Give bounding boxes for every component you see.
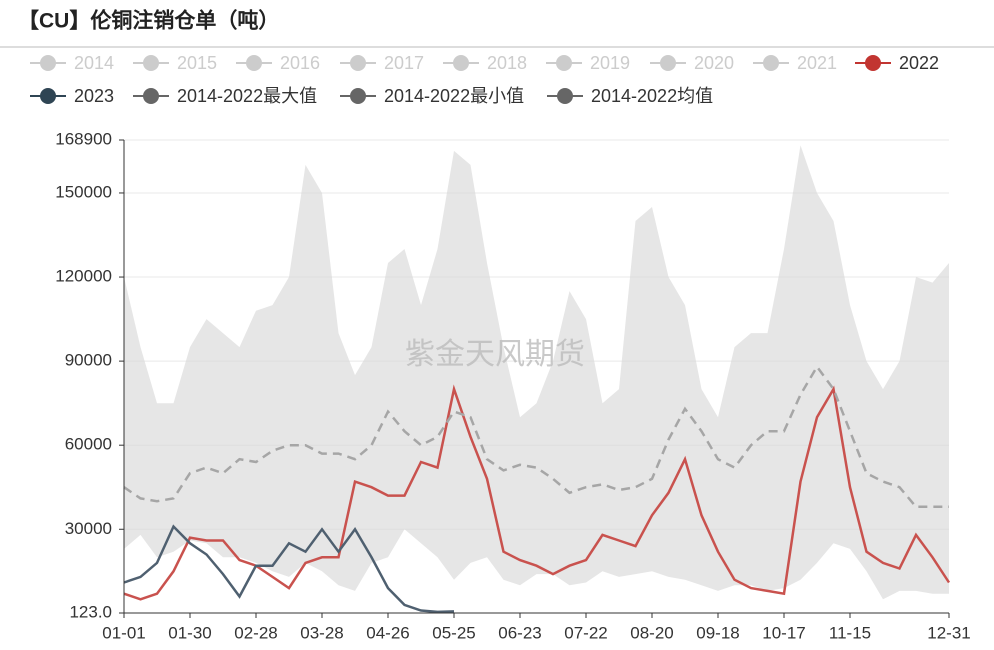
- legend-item[interactable]: 2018: [443, 53, 527, 73]
- legend-label: 2023: [74, 86, 114, 106]
- legend-item[interactable]: 2023: [30, 86, 114, 106]
- band-area: [124, 145, 949, 614]
- legend-marker: [865, 55, 881, 71]
- legend-item[interactable]: 2014-2022最大值: [133, 86, 317, 106]
- legend-item[interactable]: 2019: [546, 53, 630, 73]
- x-tick-label: 06-23: [498, 623, 541, 642]
- x-tick-label: 05-25: [432, 623, 475, 642]
- x-tick-label: 11-15: [829, 623, 871, 642]
- x-tick-label: 01-30: [168, 623, 211, 642]
- y-tick-label: 30000: [65, 519, 112, 538]
- legend-item[interactable]: 2020: [650, 53, 734, 73]
- legend-item[interactable]: 2014-2022最小值: [340, 86, 524, 106]
- y-tick-label: 123.0: [69, 602, 112, 621]
- x-tick-label: 04-26: [366, 623, 409, 642]
- legend-marker: [143, 88, 159, 104]
- series-line: [123, 524, 455, 614]
- legend-label: 2021: [797, 53, 837, 73]
- legend-label: 2017: [384, 53, 424, 73]
- legend-marker: [350, 55, 366, 71]
- legend-marker: [350, 88, 366, 104]
- legend-marker: [557, 88, 573, 104]
- legend-marker: [453, 55, 469, 71]
- x-tick-label: 01-01: [102, 623, 145, 642]
- mean-line: [123, 364, 949, 509]
- legend-item[interactable]: 2015: [133, 53, 217, 73]
- x-tick-label: 09-18: [696, 623, 739, 642]
- band-area: [124, 529, 949, 613]
- x-tick-label: 12-31: [927, 623, 970, 642]
- legend-item[interactable]: 2014: [30, 53, 114, 73]
- x-tick-label: 08-20: [630, 623, 673, 642]
- legend-item[interactable]: 2021: [753, 53, 837, 73]
- legend-label: 2015: [177, 53, 217, 73]
- legend-label: 2020: [694, 53, 734, 73]
- legend-marker: [143, 55, 159, 71]
- legend-label: 2016: [280, 53, 320, 73]
- legend-label: 2014-2022最大值: [177, 86, 317, 106]
- plot-area: [124, 145, 949, 614]
- legend-marker: [246, 55, 262, 71]
- legend-marker: [660, 55, 676, 71]
- legend-marker: [40, 88, 56, 104]
- chart-title: 【CU】伦铜注销仓单（吨）: [18, 9, 279, 33]
- legend-label: 2022: [899, 53, 939, 73]
- y-tick-label: 168900: [55, 129, 112, 148]
- x-tick-label: 07-22: [564, 623, 607, 642]
- legend-label: 2014-2022最小值: [384, 86, 524, 106]
- x-tick-label: 03-28: [300, 623, 343, 642]
- legend-marker: [40, 55, 56, 71]
- y-tick-label: 120000: [55, 267, 112, 286]
- legend-label: 2019: [590, 53, 630, 73]
- watermark: 紫金天风期货: [405, 338, 585, 371]
- series-line: [123, 384, 951, 601]
- legend-marker: [763, 55, 779, 71]
- legend-item[interactable]: 2016: [236, 53, 320, 73]
- legend-item[interactable]: 2017: [340, 53, 424, 73]
- legend-label: 2014-2022均值: [591, 86, 713, 106]
- legend-item[interactable]: 2014-2022均值: [547, 86, 713, 106]
- y-tick-label: 150000: [55, 182, 112, 201]
- x-tick-label: 10-17: [762, 623, 805, 642]
- y-tick-label: 60000: [65, 435, 112, 454]
- y-tick-label: 90000: [65, 351, 112, 370]
- legend-marker: [556, 55, 572, 71]
- legend-item[interactable]: 2022: [855, 53, 939, 73]
- legend-label: 2018: [487, 53, 527, 73]
- x-tick-label: 02-28: [234, 623, 277, 642]
- legend-label: 2014: [74, 53, 114, 73]
